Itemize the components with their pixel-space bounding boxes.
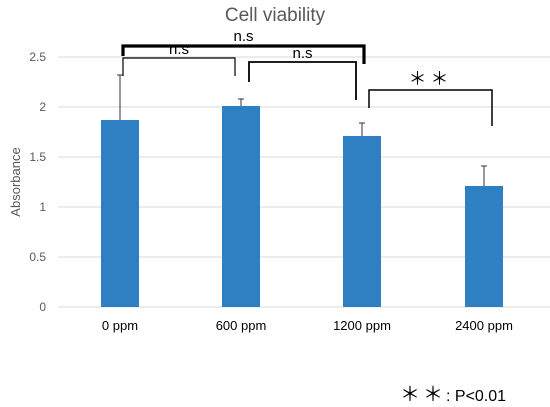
bracket-line <box>368 89 493 126</box>
y-tick: 0 <box>39 300 46 314</box>
bar <box>222 106 260 307</box>
significance-label: ＊＊ <box>409 69 453 89</box>
significance-footnote: ＊＊: P<0.01 <box>400 378 506 407</box>
chart-title: Cell viability <box>224 5 326 26</box>
x-category-label: 1200 ppm <box>333 318 391 333</box>
x-axis-categories: 0 ppm 600 ppm 1200 ppm 2400 ppm <box>102 318 513 333</box>
y-tick: 2.5 <box>29 50 46 64</box>
x-category: 1200 ppm <box>333 318 391 333</box>
bar <box>343 136 381 307</box>
bracket-line <box>122 57 236 76</box>
y-tick-label: 0.5 <box>29 250 46 264</box>
x-category: 600 ppm <box>216 318 267 333</box>
y-tick-label: 2.5 <box>29 50 46 64</box>
footnote-text: : P<0.01 <box>446 388 507 405</box>
error-bar <box>359 122 365 136</box>
bar <box>101 120 139 307</box>
significance-bracket: ＊＊ <box>368 69 493 126</box>
x-category-label: 600 ppm <box>216 318 267 333</box>
x-category: 0 ppm <box>102 318 138 333</box>
footnote-stars: ＊＊ <box>400 384 446 406</box>
y-axis-label: Absorbance <box>8 147 23 216</box>
y-tick: 2 <box>39 100 46 114</box>
error-bar <box>481 165 487 186</box>
x-category-label: 2400 ppm <box>455 318 513 333</box>
bracket-line <box>121 44 366 64</box>
y-tick-label: 0 <box>39 300 46 314</box>
significance-label: n.s <box>292 45 312 62</box>
error-bars <box>117 74 487 186</box>
y-axis-ticks: 0 0.5 1 1.5 2 2.5 <box>29 50 46 314</box>
x-category-label: 0 ppm <box>102 318 138 333</box>
x-category: 2400 ppm <box>455 318 513 333</box>
y-tick: 0.5 <box>29 250 46 264</box>
error-bar <box>238 98 244 106</box>
y-tick-label: 1.5 <box>29 150 46 164</box>
significance-bracket: n.s <box>248 45 357 100</box>
bracket-line <box>248 61 357 100</box>
significance-label: n.s <box>233 28 253 45</box>
significance-bracket: n.s <box>121 28 366 64</box>
y-tick-label: 1 <box>39 200 46 214</box>
bars <box>101 106 503 307</box>
y-tick-label: 2 <box>39 100 46 114</box>
y-tick: 1 <box>39 200 46 214</box>
significance-label: n.s <box>169 41 189 58</box>
y-tick: 1.5 <box>29 150 46 164</box>
significance-brackets: n.s n.s n.s ＊＊ <box>121 28 493 126</box>
error-bar <box>117 74 123 120</box>
bar <box>465 186 503 307</box>
